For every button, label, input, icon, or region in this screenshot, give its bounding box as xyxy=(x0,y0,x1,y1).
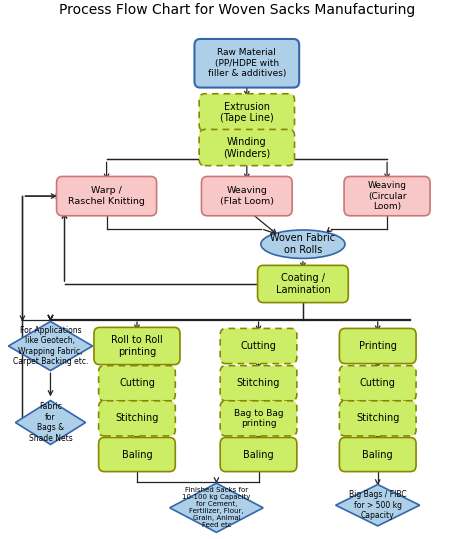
Text: Printing: Printing xyxy=(359,341,397,351)
FancyBboxPatch shape xyxy=(220,438,297,472)
Text: Baling: Baling xyxy=(243,450,274,460)
Text: Raw Material
(PP/HDPE with
filler & additives): Raw Material (PP/HDPE with filler & addi… xyxy=(208,49,286,78)
Text: Weaving
(Circular
Loom): Weaving (Circular Loom) xyxy=(367,181,407,211)
FancyBboxPatch shape xyxy=(99,401,175,436)
FancyBboxPatch shape xyxy=(344,176,430,216)
FancyBboxPatch shape xyxy=(199,129,294,165)
Text: Big Bags / FIBC
for > 500 kg
Capacity: Big Bags / FIBC for > 500 kg Capacity xyxy=(349,490,407,520)
Text: Cutting: Cutting xyxy=(241,341,276,351)
FancyBboxPatch shape xyxy=(339,438,416,472)
FancyBboxPatch shape xyxy=(56,176,156,216)
Text: Baling: Baling xyxy=(363,450,393,460)
Text: Weaving
(Flat Loom): Weaving (Flat Loom) xyxy=(220,186,274,206)
Text: Baling: Baling xyxy=(122,450,152,460)
Text: Cutting: Cutting xyxy=(119,378,155,388)
Polygon shape xyxy=(9,321,92,370)
FancyBboxPatch shape xyxy=(220,328,297,364)
Text: Extrusion
(Tape Line): Extrusion (Tape Line) xyxy=(220,101,273,123)
Text: Bag to Bag
printing: Bag to Bag printing xyxy=(234,409,283,428)
FancyBboxPatch shape xyxy=(257,265,348,302)
Text: Stitching: Stitching xyxy=(356,413,400,423)
Text: Winding
(Winders): Winding (Winders) xyxy=(223,137,271,158)
Text: Fabric
for
Bags &
Shade Nets: Fabric for Bags & Shade Nets xyxy=(28,403,73,443)
Text: Cutting: Cutting xyxy=(360,378,396,388)
Text: Warp /
Raschel Knitting: Warp / Raschel Knitting xyxy=(68,186,145,206)
Text: For Applications
like Geotech,
Wrapping Fabric,
Carpet Backing etc.: For Applications like Geotech, Wrapping … xyxy=(13,326,88,366)
FancyBboxPatch shape xyxy=(339,328,416,364)
FancyBboxPatch shape xyxy=(94,327,180,364)
Polygon shape xyxy=(336,485,420,526)
FancyBboxPatch shape xyxy=(220,365,297,401)
Text: Finished Sacks for
10-100 kg Capacity
for Cement,
Fertilizer, Flour,
Grain, Anim: Finished Sacks for 10-100 kg Capacity fo… xyxy=(182,487,251,528)
Text: Woven Fabric
on Rolls: Woven Fabric on Rolls xyxy=(270,233,336,255)
FancyBboxPatch shape xyxy=(220,401,297,436)
Text: Stitching: Stitching xyxy=(115,413,159,423)
FancyBboxPatch shape xyxy=(201,176,292,216)
Text: Coating /
Lamination: Coating / Lamination xyxy=(275,273,330,295)
Text: Roll to Roll
printing: Roll to Roll printing xyxy=(111,335,163,357)
FancyBboxPatch shape xyxy=(339,365,416,401)
FancyBboxPatch shape xyxy=(339,401,416,436)
Ellipse shape xyxy=(261,230,345,258)
Text: Stitching: Stitching xyxy=(237,378,280,388)
FancyBboxPatch shape xyxy=(99,438,175,472)
Polygon shape xyxy=(16,400,85,445)
FancyBboxPatch shape xyxy=(199,94,294,131)
Polygon shape xyxy=(170,483,263,533)
FancyBboxPatch shape xyxy=(99,365,175,401)
Title: Process Flow Chart for Woven Sacks Manufacturing: Process Flow Chart for Woven Sacks Manuf… xyxy=(59,3,416,17)
FancyBboxPatch shape xyxy=(194,39,299,87)
